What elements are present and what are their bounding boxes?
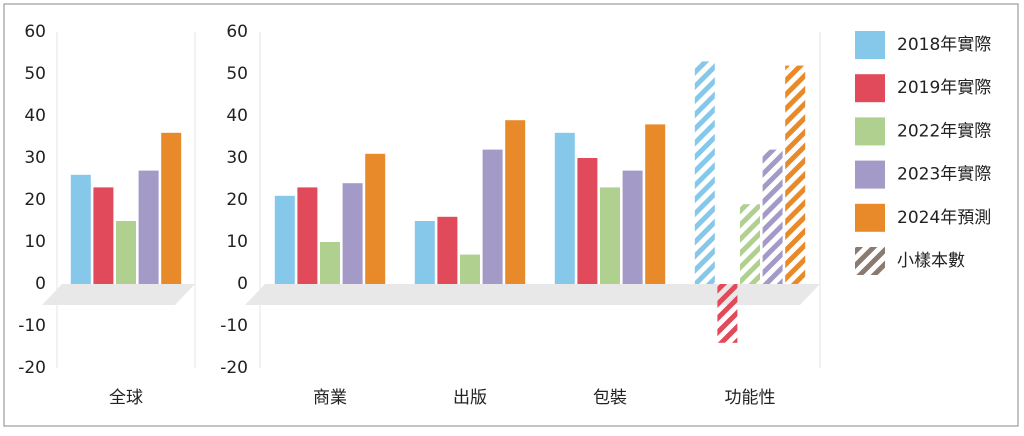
bar (342, 183, 363, 284)
y-tick-label: 20 (24, 190, 46, 210)
bar (577, 158, 598, 284)
bar (785, 65, 806, 284)
x-tick-label: 功能性 (725, 388, 776, 408)
legend-label: 2024年預測 (897, 208, 991, 228)
legend-swatch (855, 74, 885, 103)
bar (740, 204, 760, 284)
bar (138, 170, 159, 284)
y-tick-label: -10 (18, 316, 46, 336)
bar (762, 149, 783, 284)
frame (3, 3, 1019, 427)
y-tick-label: 40 (24, 106, 46, 126)
y-tick-label: 50 (226, 64, 248, 84)
x-tick-label: 包裝 (593, 388, 627, 408)
bar (414, 221, 435, 284)
y-tick-label: 60 (226, 22, 248, 42)
bar (600, 187, 620, 284)
bar (70, 174, 91, 284)
y-tick-label: 30 (226, 148, 248, 168)
y-tick-label: 10 (226, 232, 248, 252)
legend-swatch (855, 247, 885, 275)
bar (645, 124, 666, 285)
y-tick-label: 0 (35, 274, 46, 294)
y-tick-label: -20 (220, 358, 248, 378)
bar (320, 242, 340, 284)
y-tick-label: -20 (18, 358, 46, 378)
bar (482, 149, 503, 284)
floor (245, 284, 820, 305)
floor (42, 284, 195, 305)
legend-label: 小樣本數 (897, 251, 965, 271)
legend-swatch (855, 203, 885, 232)
legend-label: 2019年實際 (897, 78, 991, 98)
y-tick-label: -10 (220, 316, 248, 336)
bar (505, 120, 526, 284)
legend-label: 2023年實際 (897, 165, 991, 185)
y-tick-label: 10 (24, 232, 46, 252)
bar (297, 187, 318, 284)
bar (460, 254, 480, 284)
legend-swatch (855, 117, 885, 146)
y-tick-label: 20 (226, 190, 248, 210)
y-tick-label: 60 (24, 22, 46, 42)
y-tick-label: 50 (24, 64, 46, 84)
x-tick-label: 全球 (109, 388, 143, 408)
bar (622, 170, 643, 284)
bar (93, 187, 114, 284)
bar (437, 216, 458, 284)
bar (116, 221, 136, 284)
legend-swatch (855, 31, 885, 59)
x-tick-label: 商業 (313, 388, 347, 408)
legend-swatch (855, 160, 885, 189)
x-tick-label: 出版 (453, 388, 487, 408)
bar (161, 132, 182, 284)
y-tick-label: 40 (226, 106, 248, 126)
bar (694, 61, 715, 285)
bar (717, 284, 738, 343)
bar (365, 153, 386, 284)
legend-label: 2022年實際 (897, 121, 991, 141)
bar (274, 195, 295, 284)
y-tick-label: 30 (24, 148, 46, 168)
legend-label: 2018年實際 (897, 35, 991, 55)
y-tick-label: 0 (237, 274, 248, 294)
bar (554, 132, 575, 284)
